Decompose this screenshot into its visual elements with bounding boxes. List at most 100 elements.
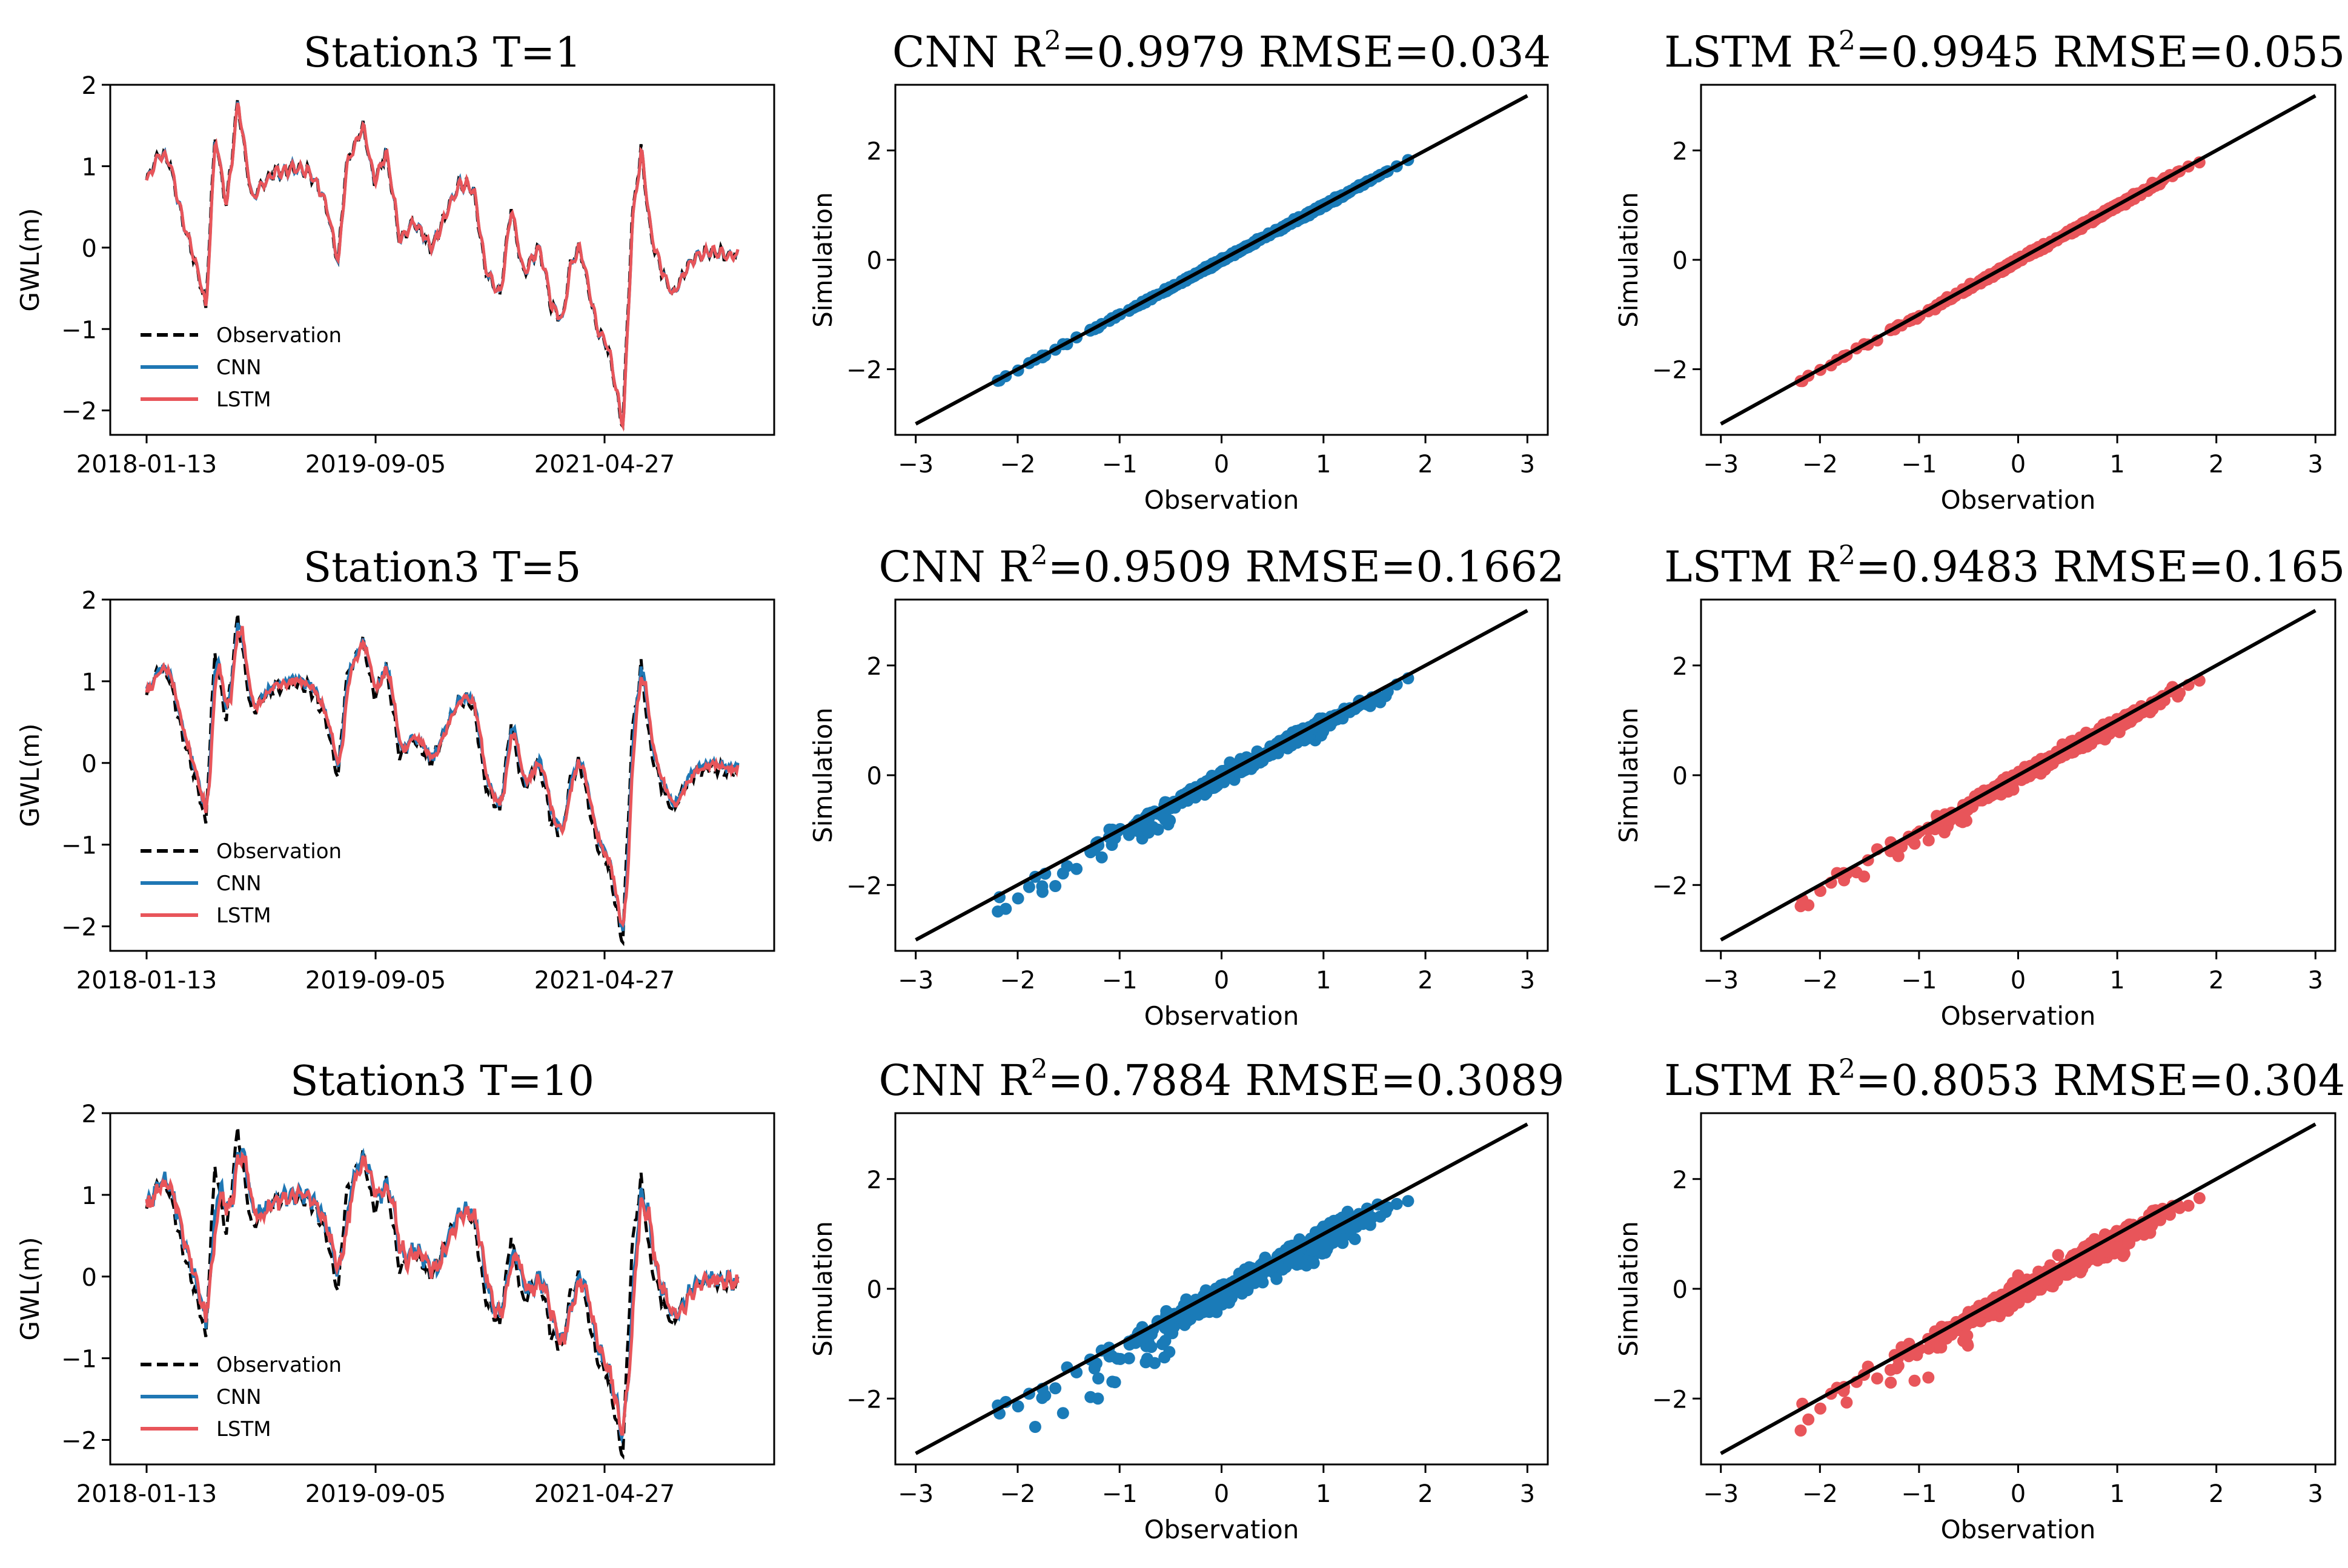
scatter-point [1794,1424,1807,1437]
scatter-point [1111,1352,1124,1365]
x-tick-label: 2 [2209,451,2224,478]
scatter-point [1136,1332,1149,1345]
x-tick-label: −2 [1000,451,1035,478]
x-tick-label: 2019-09-05 [305,967,446,994]
scatter-point [2111,721,2123,734]
x-tick-label: −2 [1000,967,1035,994]
scatter-points [1794,674,2206,913]
x-tick-label: −3 [1703,451,1739,478]
scatter-point [1012,1400,1024,1413]
scatter-point [1814,1402,1826,1415]
legend-label-observation: Observation [216,323,342,348]
scatter-point [1023,881,1035,893]
scatter-point [1374,1210,1387,1223]
x-tick-label: −1 [1901,451,1937,478]
x-tick-label: −3 [898,1480,934,1508]
legend-label-cnn: CNN [216,356,262,380]
x-tick-label: 2021-04-27 [534,967,675,994]
scatter-point [1070,862,1083,875]
x-tick-label: −1 [1102,967,1138,994]
scatter-point [2065,1266,2078,1279]
panel-1-1: Station3 T=1 −2 −1 0 1 2 2018-01-13 2019-09-05 2… [15,29,775,478]
x-tick-label: 1 [2109,1480,2124,1508]
axes-frame [109,598,775,952]
scatter-point [1850,866,1863,879]
scatter-point [1381,1201,1394,1214]
scatter-point [1364,700,1376,712]
r2-superscript: 2 [1044,25,1061,56]
scatter-point [2006,781,2019,794]
scatter-point [1049,880,1062,892]
panel-1-3: LSTM R2=0.9945 RMSE=0.0558−3 −2 −1 0 1 2 3−202… [1614,25,2348,515]
r2-superscript: 2 [1839,540,1856,571]
y-axis-label: Simulation [808,707,838,843]
scatter-point [1029,1421,1041,1433]
x-tick-label: −2 [1802,1480,1838,1508]
x-tick-label: 2021-04-27 [534,451,675,478]
r2-symbol: R [1806,27,1840,77]
scatter-point [1088,1362,1101,1375]
x-tick-label: 0 [1214,451,1229,478]
x-tick-label: −3 [1703,967,1739,994]
x-tick-label: 0 [1214,1480,1229,1508]
x-tick-label: −2 [1000,1480,1035,1508]
panel-title: LSTM R2=0.9483 RMSE=0.1655 [1664,540,2348,592]
x-tick-label: 3 [2308,967,2323,994]
y-tick-label: −2 [846,872,882,900]
x-tick-label: −1 [1102,1480,1138,1508]
r2-superscript: 2 [1031,540,1048,571]
scatter-point [1945,1328,1958,1341]
identity-line [1720,94,2316,426]
y-tick-label: 2 [82,72,97,100]
axes-frame [109,84,775,436]
scatter-point [1270,1272,1283,1285]
scatter-point [1885,1376,1897,1389]
x-tick-label: 1 [1316,967,1331,994]
axes-frame [109,1112,775,1466]
x-tick-label: 3 [1520,451,1535,478]
x-axis-label: Observation [1144,485,1299,515]
scatter-point [1095,851,1108,864]
scatter-point [1300,1259,1313,1272]
scatter-point [1158,1351,1171,1364]
scatter-point [1364,1219,1376,1231]
scatter-point [1244,1275,1257,1288]
y-tick-label: −2 [61,914,97,942]
x-tick-label: 1 [1316,451,1331,478]
scatter-point [1892,850,1905,862]
panel-1-2: CNN R2=0.9979 RMSE=0.034−3 −2 −1 0 1 2 3−202Ob… [808,25,1551,515]
scatter-point [1084,1391,1097,1403]
y-tick-label: −2 [846,1386,882,1414]
identity-line [1720,1122,2316,1455]
scatter-point [1123,1352,1135,1365]
y-tick-label: 2 [82,1100,97,1128]
model-label: LSTM [1664,1056,1806,1105]
x-tick-label: 2021-04-27 [534,1480,675,1508]
y-tick-label: −2 [846,357,882,385]
scatter-point [1141,1352,1153,1365]
scatter-point [1166,1327,1179,1340]
y-tick-label: 2 [1673,137,1688,165]
panel-title: CNN R2=0.9509 RMSE=0.1662 [879,540,1565,592]
y-tick-label: 0 [867,247,882,275]
scatter-point [1145,1341,1158,1353]
legend-label-cnn: CNN [216,1385,262,1409]
r2-symbol: R [1806,542,1840,592]
legend-label-cnn: CNN [216,872,262,896]
y-axis-label: Simulation [1614,707,1643,843]
x-tick-label: −2 [1802,967,1838,994]
y-axis-label: GWL(m) [15,723,45,827]
scatter-point [2150,1214,2163,1226]
legend-label-lstm: LSTM [216,904,271,928]
scatter-point [1922,834,1935,847]
scatter-point [1255,755,1268,767]
identity-line [915,609,1528,942]
lstm-line [145,102,740,432]
x-tick-label: 2 [1418,1480,1433,1508]
scatter-point [2100,1245,2113,1258]
y-tick-label: 1 [82,153,97,181]
legend-label-lstm: LSTM [216,1417,271,1441]
x-tick-label: 3 [1520,1480,1535,1508]
x-tick-label: 2 [2209,967,2224,994]
x-tick-label: 0 [2011,1480,2026,1508]
